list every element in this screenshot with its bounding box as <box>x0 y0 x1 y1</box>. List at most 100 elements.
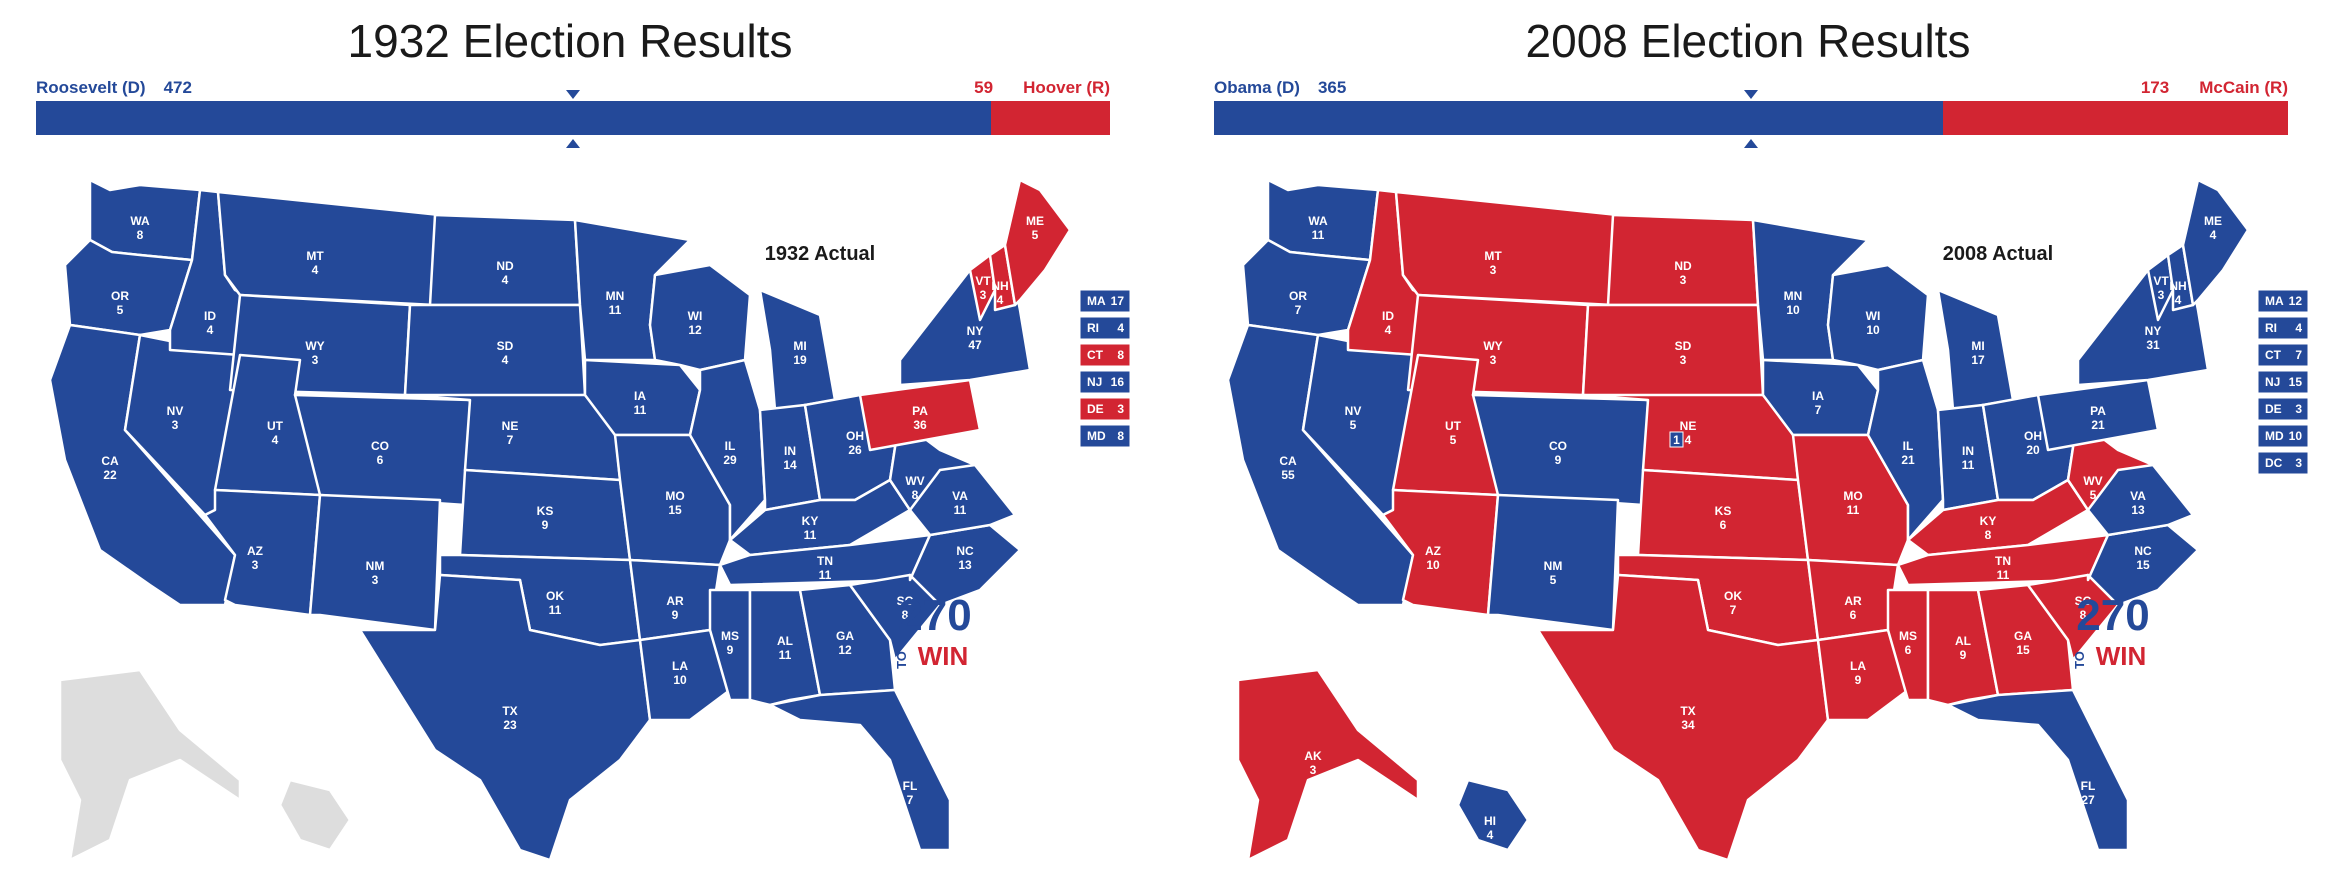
state-nh[interactable] <box>988 243 1017 312</box>
small-state-de[interactable]: DE 3 <box>2257 397 2308 421</box>
state-ms[interactable] <box>708 588 752 702</box>
small-state-ri[interactable]: RI 4 <box>1079 316 1130 340</box>
state-label-va: VA <box>2130 489 2146 503</box>
state-label-al: AL <box>1955 634 1971 648</box>
state-ev-me: 5 <box>1032 228 1039 242</box>
small-state-name: MA <box>1087 294 1106 308</box>
state-ev-pa: 36 <box>913 418 927 432</box>
state-label-az: AZ <box>1425 544 1441 558</box>
small-state-nj[interactable]: NJ 15 <box>2257 370 2308 394</box>
state-label-wa: WA <box>130 214 150 228</box>
state-label-ca: CA <box>1279 454 1297 468</box>
state-label-tx: TX <box>1680 704 1695 718</box>
state-label-oh: OH <box>846 429 864 443</box>
small-state-md[interactable]: MD 10 <box>2257 424 2308 448</box>
state-ga[interactable] <box>1976 583 2075 697</box>
small-state-ev: 8 <box>1117 348 1124 362</box>
state-ev-mn: 10 <box>1786 303 1800 317</box>
state-ev-ak: 3 <box>1310 763 1317 777</box>
state-sc[interactable] <box>848 573 942 662</box>
state-hi[interactable] <box>278 778 352 852</box>
state-nh[interactable] <box>2166 243 2195 312</box>
state-label-ks: KS <box>1715 504 1732 518</box>
state-label-nc: NC <box>956 544 974 558</box>
state-label-mi: MI <box>1971 339 1984 353</box>
state-label-ny: NY <box>2145 324 2162 338</box>
small-state-ev: 3 <box>2295 402 2302 416</box>
state-nm[interactable] <box>1486 493 1620 632</box>
state-ev-mo: 15 <box>668 503 682 517</box>
small-state-ev: 8 <box>1117 429 1124 443</box>
state-ga[interactable] <box>798 583 897 697</box>
state-sc[interactable] <box>2026 573 2120 662</box>
state-label-fl: FL <box>2081 779 2096 793</box>
state-mt[interactable] <box>1394 190 1620 307</box>
us-electoral-map: WA11OR7CA55NV5ID4MT3WY3UT5AZ10CO9NM5ND3S… <box>1226 178 2308 862</box>
vote-bar-labels: Roosevelt (D) 472 59 Hoover (R) <box>36 78 1110 98</box>
state-ev-nd: 4 <box>502 273 509 287</box>
state-ev-ms: 9 <box>727 643 734 657</box>
state-hi[interactable] <box>1456 778 1530 852</box>
state-ev-mi: 17 <box>1971 353 1985 367</box>
state-la[interactable] <box>1816 628 1910 722</box>
dem-candidate: Roosevelt (D) 472 <box>36 78 192 98</box>
small-state-ct[interactable]: CT 7 <box>2257 343 2308 367</box>
small-state-md[interactable]: MD 8 <box>1079 424 1130 448</box>
state-sd[interactable] <box>1581 303 1765 402</box>
small-state-ri[interactable]: RI 4 <box>2257 316 2308 340</box>
state-label-ia: IA <box>634 389 646 403</box>
state-label-wy: WY <box>305 339 324 353</box>
actual-label: 2008 Actual <box>1943 243 2053 265</box>
state-ev-tx: 23 <box>503 718 517 732</box>
state-label-sd: SD <box>497 339 514 353</box>
state-ev-az: 3 <box>252 558 259 572</box>
small-state-ma[interactable]: MA 17 <box>1079 289 1130 313</box>
state-ev-nd: 3 <box>1680 273 1687 287</box>
state-la[interactable] <box>638 628 732 722</box>
state-label-mt: MT <box>1484 249 1502 263</box>
state-me[interactable] <box>2181 178 2250 307</box>
state-mt[interactable] <box>216 190 442 307</box>
state-pa[interactable] <box>858 378 982 452</box>
state-label-wa: WA <box>1308 214 1328 228</box>
state-me[interactable] <box>1003 178 1072 307</box>
state-label-wy: WY <box>1483 339 1502 353</box>
state-label-mo: MO <box>1843 489 1862 503</box>
state-fl[interactable] <box>1946 688 2130 852</box>
state-nm[interactable] <box>308 493 442 632</box>
state-ev-ny: 31 <box>2146 338 2160 352</box>
state-label-in: IN <box>784 444 796 458</box>
small-state-dc[interactable]: DC 3 <box>2257 451 2308 475</box>
small-state-nj[interactable]: NJ 16 <box>1079 370 1130 394</box>
state-label-ok: OK <box>546 589 564 603</box>
state-ms[interactable] <box>1886 588 1930 702</box>
small-state-ev: 7 <box>2295 348 2302 362</box>
small-state-ct[interactable]: CT 8 <box>1079 343 1130 367</box>
state-vt[interactable] <box>2146 253 2175 322</box>
small-state-name: DC <box>2265 456 2283 470</box>
state-ev-oh: 20 <box>2026 443 2040 457</box>
small-state-ev: 17 <box>1111 294 1125 308</box>
state-ev-wv: 8 <box>912 488 919 502</box>
state-tx[interactable] <box>1536 573 1830 862</box>
small-state-de[interactable]: DE 3 <box>1079 397 1130 421</box>
state-tx[interactable] <box>358 573 652 862</box>
dem-bar-segment <box>1214 101 1943 135</box>
state-label-az: AZ <box>247 544 263 558</box>
state-label-vt: VT <box>975 274 991 288</box>
state-sd[interactable] <box>403 303 587 402</box>
state-pa[interactable] <box>2036 378 2160 452</box>
small-state-ma[interactable]: MA 12 <box>2257 289 2308 313</box>
state-label-il: IL <box>1903 439 1914 453</box>
state-ev-ne: 7 <box>507 433 514 447</box>
state-ak[interactable] <box>58 668 242 862</box>
rep-candidate: 173 McCain (R) <box>2141 78 2288 98</box>
small-state-ev: 4 <box>1117 321 1124 335</box>
state-ak[interactable] <box>1236 668 1420 862</box>
state-ev-al: 9 <box>1960 648 1967 662</box>
state-label-fl: FL <box>903 779 918 793</box>
state-fl[interactable] <box>768 688 952 852</box>
logo-to: TO <box>2072 651 2087 669</box>
state-vt[interactable] <box>968 253 997 322</box>
state-ev-id: 4 <box>207 323 214 337</box>
